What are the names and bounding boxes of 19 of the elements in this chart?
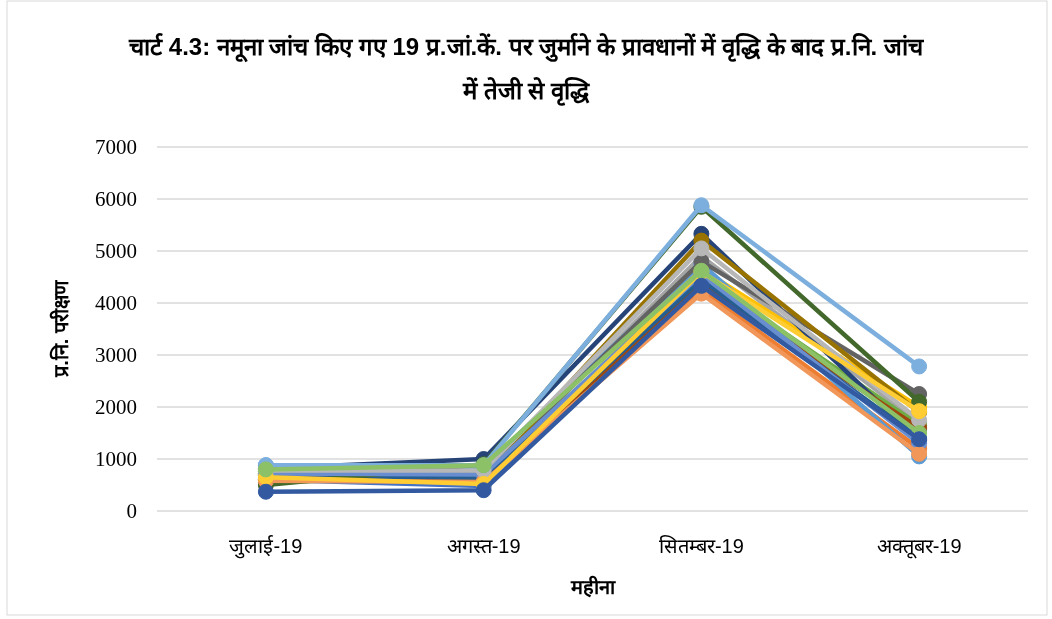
x-tick-label: सितम्बर-19 — [658, 535, 744, 557]
point — [911, 358, 928, 375]
y-tick-label: 4000 — [95, 291, 137, 315]
y-tick-label: 6000 — [95, 187, 137, 211]
y-tick-label: 7000 — [95, 135, 137, 159]
y-axis-title: प्र.नि. परीक्षण — [49, 279, 72, 378]
y-tick-label: 1000 — [95, 447, 137, 471]
x-tick-label: अगस्त-19 — [446, 535, 521, 557]
y-tick-label: 5000 — [95, 239, 137, 263]
y-tick-label: 2000 — [95, 395, 137, 419]
point — [475, 482, 492, 499]
point — [693, 240, 710, 257]
x-tick-label: जुलाई-19 — [229, 535, 303, 559]
chart-title: चार्ट 4.3: नमूना जांच किए गए 19 प्र.जां.कें. पर जुर्माने के प्रावधानों में वृद्धि के बाद प्र.नि. जांच में तेजी से वृद्धि — [128, 33, 925, 106]
x-tick-label: अक्तूबर-19 — [876, 535, 962, 559]
point — [257, 483, 274, 500]
x-axis-title: महीना — [569, 575, 616, 598]
y-tick-label: 0 — [126, 499, 137, 523]
y-tick-label: 3000 — [95, 343, 137, 367]
